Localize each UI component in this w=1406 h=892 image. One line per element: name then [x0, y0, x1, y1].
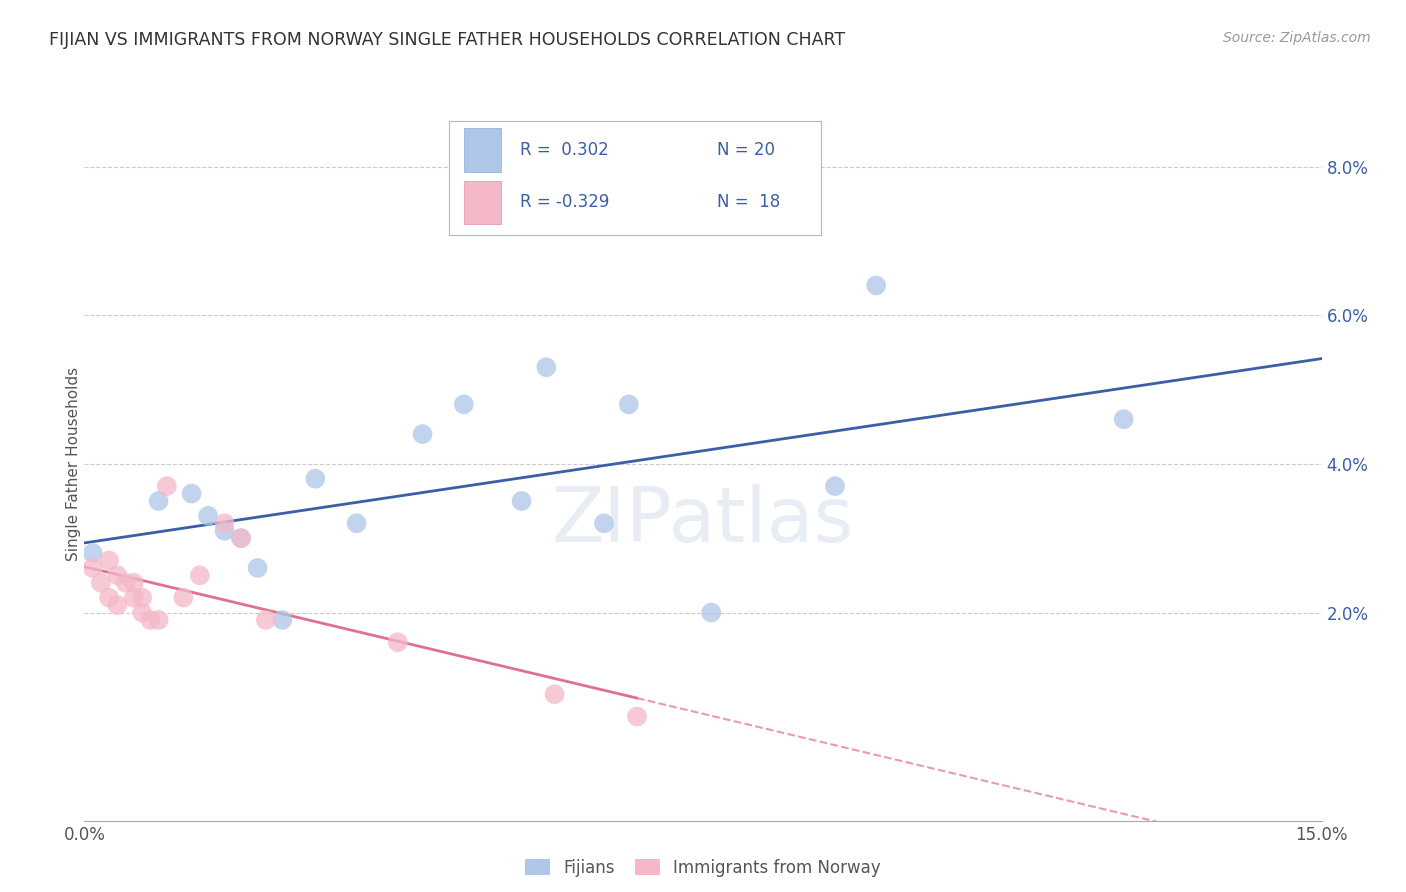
Point	[412, 427, 434, 442]
Point	[114, 575, 136, 590]
Point	[82, 546, 104, 560]
Point	[98, 591, 121, 605]
Point	[536, 360, 558, 375]
Point	[122, 575, 145, 590]
Point	[617, 397, 640, 411]
Text: Source: ZipAtlas.com: Source: ZipAtlas.com	[1223, 31, 1371, 45]
Point	[510, 494, 533, 508]
Point	[1112, 412, 1135, 426]
Point	[98, 553, 121, 567]
Point	[148, 613, 170, 627]
Point	[105, 598, 128, 612]
Point	[148, 494, 170, 508]
Point	[214, 516, 236, 531]
Point	[131, 606, 153, 620]
Point	[214, 524, 236, 538]
Y-axis label: Single Father Households: Single Father Households	[66, 367, 80, 561]
Point	[105, 568, 128, 582]
Legend: Fijians, Immigrants from Norway: Fijians, Immigrants from Norway	[519, 853, 887, 884]
Point	[188, 568, 211, 582]
Point	[304, 472, 326, 486]
Text: FIJIAN VS IMMIGRANTS FROM NORWAY SINGLE FATHER HOUSEHOLDS CORRELATION CHART: FIJIAN VS IMMIGRANTS FROM NORWAY SINGLE …	[49, 31, 845, 49]
Point	[593, 516, 616, 531]
Point	[156, 479, 179, 493]
Point	[387, 635, 409, 649]
Point	[453, 397, 475, 411]
Point	[246, 561, 269, 575]
Point	[172, 591, 194, 605]
Point	[543, 687, 565, 701]
Point	[271, 613, 294, 627]
Point	[180, 486, 202, 500]
Point	[824, 479, 846, 493]
Point	[346, 516, 368, 531]
Point	[82, 561, 104, 575]
Point	[229, 531, 252, 545]
Point	[197, 508, 219, 523]
Point	[229, 531, 252, 545]
Point	[626, 709, 648, 723]
Point	[131, 591, 153, 605]
Point	[90, 575, 112, 590]
Point	[700, 606, 723, 620]
Point	[865, 278, 887, 293]
Point	[122, 591, 145, 605]
Text: ZIPatlas: ZIPatlas	[551, 484, 855, 558]
Point	[139, 613, 162, 627]
Point	[254, 613, 277, 627]
